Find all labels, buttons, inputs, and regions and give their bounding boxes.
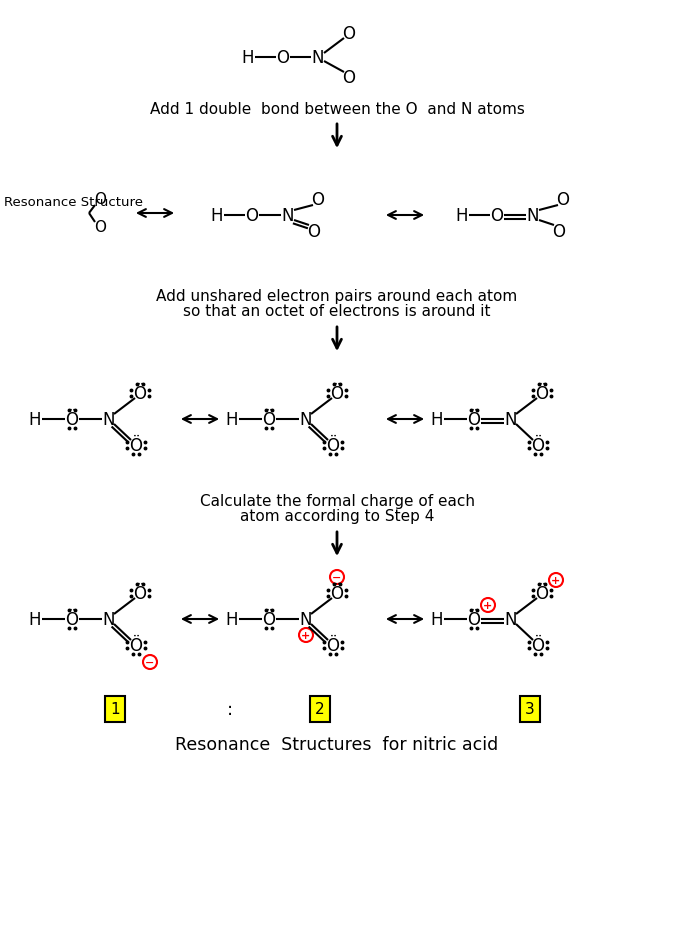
- Text: O: O: [556, 191, 570, 209]
- Text: Ö: Ö: [468, 411, 481, 429]
- Text: −: −: [145, 657, 155, 667]
- Text: :: :: [227, 700, 233, 718]
- Text: N: N: [526, 207, 539, 225]
- Text: Ö: Ö: [130, 436, 142, 455]
- Text: Resonance  Structures  for nitric acid: Resonance Structures for nitric acid: [176, 735, 499, 753]
- Text: N: N: [281, 207, 294, 225]
- Text: H: H: [456, 207, 468, 225]
- Text: Ö: Ö: [468, 610, 481, 628]
- Text: Ö: Ö: [130, 636, 142, 654]
- Text: Calculate the formal charge of each: Calculate the formal charge of each: [200, 494, 475, 509]
- Text: Ö: Ö: [327, 636, 340, 654]
- Text: Ö: Ö: [331, 385, 344, 402]
- Text: O: O: [308, 223, 321, 241]
- Text: H: H: [225, 411, 238, 429]
- Text: H: H: [242, 49, 254, 67]
- Text: H: H: [431, 610, 443, 628]
- Text: Ö: Ö: [134, 584, 146, 603]
- Text: O: O: [246, 207, 259, 225]
- Text: Ö: Ö: [535, 584, 549, 603]
- Text: N: N: [103, 411, 115, 429]
- Text: Ö: Ö: [65, 610, 78, 628]
- Text: +: +: [551, 576, 561, 585]
- Text: 1: 1: [110, 702, 120, 717]
- Text: H: H: [211, 207, 223, 225]
- Text: atom according to Step 4: atom according to Step 4: [240, 509, 434, 524]
- Text: H: H: [29, 610, 41, 628]
- Text: N: N: [300, 610, 313, 628]
- Text: Ö: Ö: [531, 636, 545, 654]
- Text: O: O: [553, 223, 566, 241]
- Text: 2: 2: [315, 702, 325, 717]
- Text: H: H: [431, 411, 443, 429]
- Text: O: O: [94, 220, 106, 235]
- Text: N: N: [505, 411, 517, 429]
- Text: O: O: [342, 25, 356, 43]
- Text: Ö: Ö: [134, 385, 146, 402]
- Text: O: O: [277, 49, 290, 67]
- Text: Add 1 double  bond between the O  and N atoms: Add 1 double bond between the O and N at…: [150, 102, 524, 117]
- Text: H: H: [225, 610, 238, 628]
- Text: Ö: Ö: [531, 436, 545, 455]
- Text: N: N: [312, 49, 324, 67]
- Text: +: +: [301, 630, 310, 640]
- Text: +: +: [483, 600, 493, 610]
- Text: Ö: Ö: [327, 436, 340, 455]
- Text: so that an octet of electrons is around it: so that an octet of electrons is around …: [183, 304, 491, 319]
- Text: O: O: [342, 69, 356, 87]
- Text: O: O: [311, 191, 325, 209]
- Text: O: O: [94, 192, 106, 207]
- Text: Ö: Ö: [263, 610, 275, 628]
- Text: Ö: Ö: [535, 385, 549, 402]
- Text: N: N: [505, 610, 517, 628]
- Text: Add unshared electron pairs around each atom: Add unshared electron pairs around each …: [157, 289, 518, 304]
- Text: N: N: [300, 411, 313, 429]
- Text: Ö: Ö: [65, 411, 78, 429]
- Text: N: N: [103, 610, 115, 628]
- Text: Ö: Ö: [263, 411, 275, 429]
- Text: Resonance Structure: Resonance Structure: [4, 196, 143, 209]
- Text: H: H: [29, 411, 41, 429]
- Text: −: −: [332, 573, 342, 582]
- Text: 3: 3: [525, 702, 535, 717]
- Text: Ö: Ö: [331, 584, 344, 603]
- Text: O: O: [491, 207, 504, 225]
